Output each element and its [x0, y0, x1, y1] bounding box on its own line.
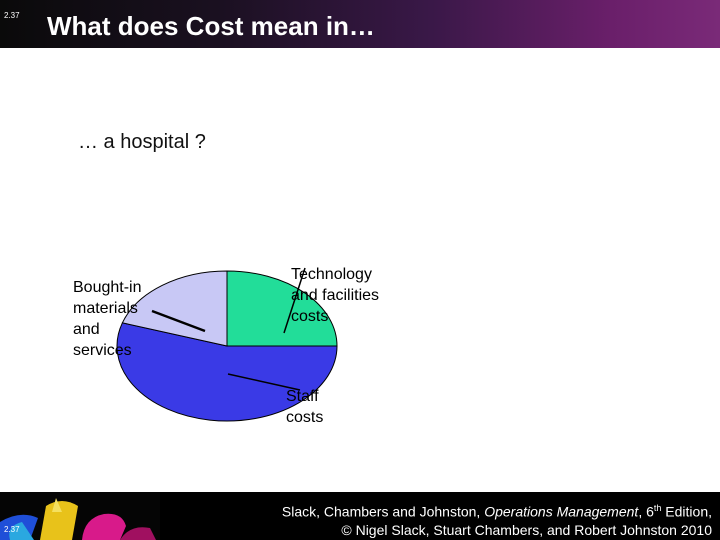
- header-bar: [0, 0, 720, 48]
- paint-splash-logo: [0, 492, 160, 540]
- credit-edition: , 6: [638, 503, 654, 520]
- credit-book-title: Operations Management: [484, 503, 639, 520]
- credit-copyright: © Nigel Slack, Stuart Chambers, and Robe…: [341, 521, 712, 538]
- pie-slice-staff: [116, 322, 338, 422]
- credit-edition-suffix: th: [653, 503, 662, 513]
- pie-slice-bought-in: [121, 270, 228, 347]
- slide-title: What does Cost mean in…: [47, 11, 375, 41]
- slice-label-staff: Staff costs: [286, 388, 324, 426]
- credit-edition-rest: Edition,: [661, 503, 712, 520]
- slide-number-footer: 2.37: [4, 525, 20, 534]
- footer-bar: [0, 492, 720, 540]
- slide-subtitle: … a hospital ?: [78, 131, 206, 153]
- leader-line-staff: [227, 373, 301, 391]
- leader-line-bought: [151, 309, 206, 333]
- copyright-credit: Slack, Chambers and Johnston, Operations…: [262, 499, 712, 539]
- pie-slice-technology: [226, 270, 338, 347]
- slice-label-bought-in: Bought-in materials and services: [73, 279, 142, 359]
- leader-line-tech: [283, 267, 306, 334]
- slice-label-technology: Technology and facilities costs: [291, 266, 380, 325]
- slide-number: 2.37: [4, 11, 20, 20]
- credit-authors: Slack, Chambers and Johnston,: [281, 503, 485, 520]
